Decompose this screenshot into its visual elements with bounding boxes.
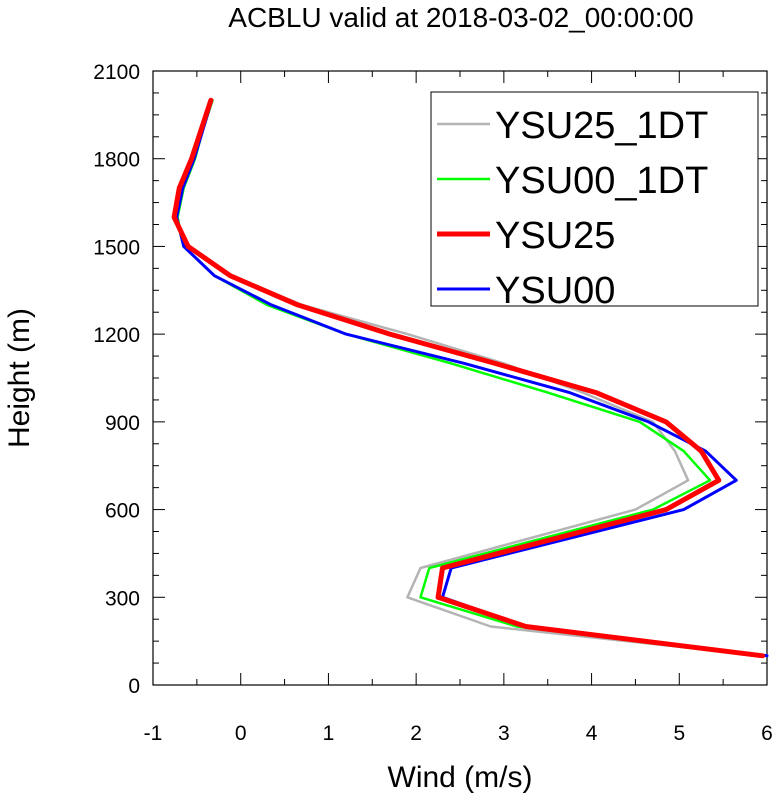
chart-title: ACBLU valid at 2018-03-02_00:00:00 bbox=[228, 2, 693, 33]
legend: YSU25_1DT YSU00_1DT YSU25 YSU00 bbox=[430, 91, 759, 312]
x-axis-label: Wind (m/s) bbox=[388, 761, 533, 794]
x-tick-labels: -1 0 1 2 3 4 5 6 bbox=[144, 722, 773, 745]
y-tick-label: 1200 bbox=[93, 324, 140, 347]
x-tick-label: 2 bbox=[410, 722, 422, 745]
y-tick-label: 1500 bbox=[93, 236, 140, 259]
series-line-ysu25 bbox=[171, 97, 766, 659]
legend-items: YSU25_1DT YSU00_1DT YSU25 YSU00 bbox=[437, 105, 708, 312]
series-lines bbox=[171, 97, 769, 659]
y-axis-label: Height (m) bbox=[3, 308, 36, 448]
x-tick-label: 1 bbox=[323, 722, 335, 745]
x-tick-label: 4 bbox=[586, 722, 598, 745]
y-tick-label: 0 bbox=[128, 675, 140, 698]
legend-label: YSU00_1DT bbox=[495, 160, 708, 202]
axis-ticks bbox=[152, 70, 768, 686]
y-tick-label: 300 bbox=[105, 587, 140, 610]
x-tick-label: 3 bbox=[498, 722, 510, 745]
y-tick-label: 1800 bbox=[93, 149, 140, 172]
legend-box bbox=[430, 91, 759, 307]
y-tick-label: 900 bbox=[105, 412, 140, 435]
plot-area bbox=[152, 70, 769, 686]
legend-label: YSU25 bbox=[495, 215, 615, 257]
legend-label: YSU00 bbox=[495, 270, 615, 312]
legend-label: YSU25_1DT bbox=[495, 105, 708, 147]
x-tick-label: 5 bbox=[673, 722, 685, 745]
x-tick-label: -1 bbox=[144, 722, 163, 745]
y-tick-label: 2100 bbox=[93, 61, 140, 84]
x-tick-label: 0 bbox=[235, 722, 247, 745]
y-tick-labels: 0 300 600 900 1200 1500 1800 2100 bbox=[93, 61, 140, 698]
x-tick-label: 6 bbox=[761, 722, 773, 745]
y-tick-label: 600 bbox=[105, 500, 140, 523]
